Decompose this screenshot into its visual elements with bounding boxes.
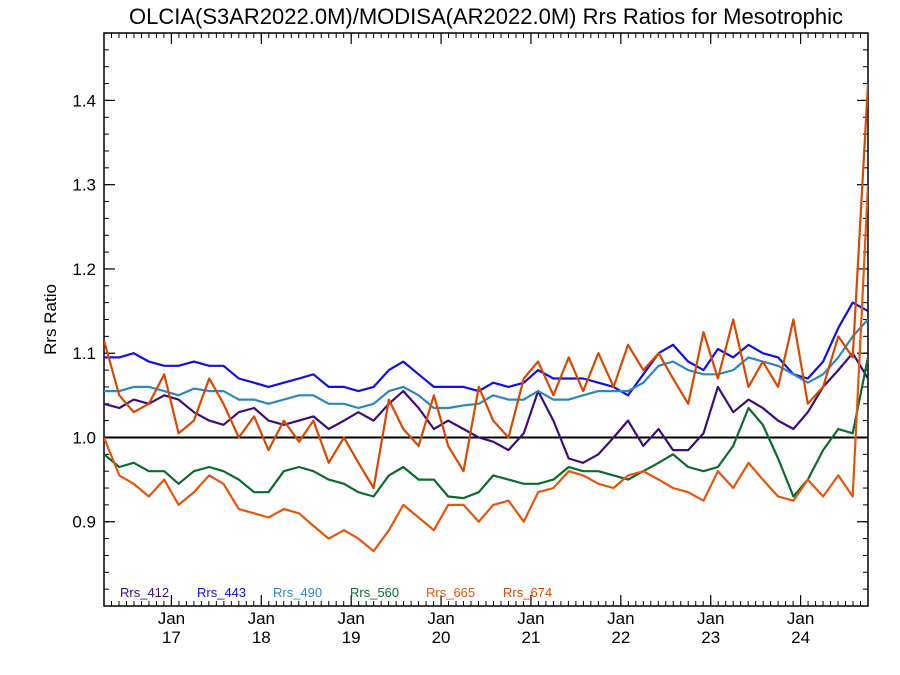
y-axis-label: Rrs Ratio	[41, 284, 60, 355]
plot-area: 0.91.01.11.21.31.4Jan17Jan18Jan19Jan20Ja…	[72, 32, 869, 647]
x-tick-label-year: 17	[162, 628, 181, 647]
series-line-rrs-412	[104, 352, 868, 464]
plot-frame	[103, 32, 869, 607]
legend-item-rrs-490: Rrs_490	[273, 585, 322, 600]
x-tick-label-year: 23	[701, 628, 720, 647]
x-tick-label-year: 22	[611, 628, 630, 647]
x-tick-label-year: 19	[342, 628, 361, 647]
y-tick-label: 1.0	[72, 428, 96, 447]
x-tick-label-year: 18	[252, 628, 271, 647]
legend-item-rrs-560: Rrs_560	[350, 585, 399, 600]
x-tick-label-month: Jan	[697, 609, 724, 628]
x-tick-label-month: Jan	[607, 609, 634, 628]
x-tick-label-month: Jan	[158, 609, 185, 628]
legend-item-rrs-412: Rrs_412	[120, 585, 169, 600]
x-tick-label-year: 24	[791, 628, 810, 647]
x-tick-label-year: 20	[432, 628, 451, 647]
x-tick-label-month: Jan	[787, 609, 814, 628]
y-tick-label: 1.4	[72, 91, 96, 110]
x-tick-label-month: Jan	[337, 609, 364, 628]
series-line-rrs-490	[104, 318, 868, 410]
y-tick-label: 1.1	[72, 344, 96, 363]
y-tick-label: 1.3	[72, 176, 96, 195]
series-line-rrs-665	[104, 184, 868, 553]
x-tick-label-month: Jan	[427, 609, 454, 628]
x-tick-label-month: Jan	[248, 609, 275, 628]
legend-item-rrs-665: Rrs_665	[426, 585, 475, 600]
x-tick-label-year: 21	[521, 628, 540, 647]
chart-title: OLCIA(S3AR2022.0M)/MODISA(AR2022.0M) Rrs…	[129, 4, 843, 29]
legend-item-rrs-674: Rrs_674	[503, 585, 552, 600]
x-tick-label-month: Jan	[517, 609, 544, 628]
series-line-rrs-674	[104, 83, 868, 490]
series-line-rrs-560	[104, 357, 868, 500]
y-tick-label: 0.9	[72, 513, 96, 532]
legend-item-rrs-443: Rrs_443	[197, 585, 246, 600]
series-line-rrs-443	[104, 301, 868, 397]
y-tick-label: 1.2	[72, 260, 96, 279]
